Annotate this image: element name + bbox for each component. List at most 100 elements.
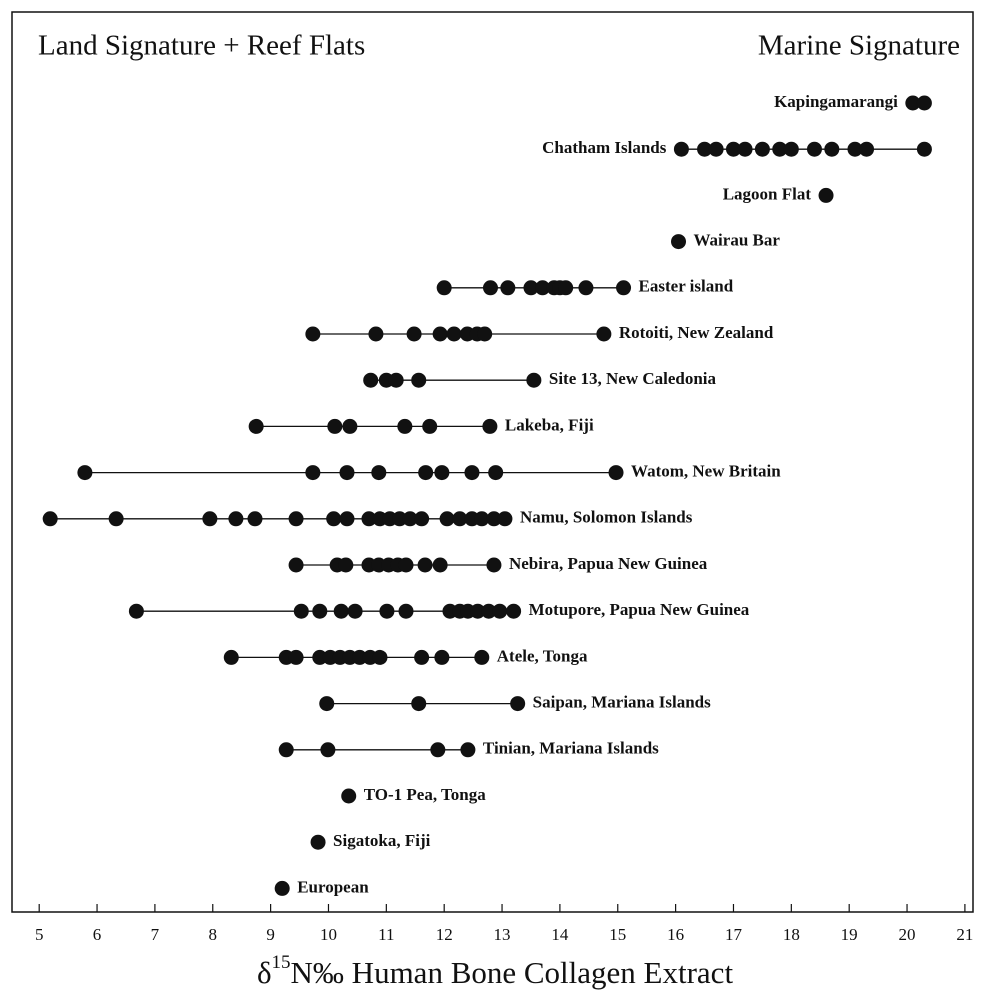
x-tick-label: 17 [725, 925, 743, 944]
dot [202, 511, 218, 527]
x-tick-label: 8 [209, 925, 218, 944]
dot [806, 141, 822, 157]
x-label-part: N‰ Human Bone Collagen Extract [291, 955, 734, 990]
dot [223, 649, 239, 665]
dot [341, 788, 357, 804]
dot [406, 326, 422, 342]
dot [470, 603, 486, 619]
x-tick-label: 9 [266, 925, 275, 944]
x-tick-label: 12 [436, 925, 453, 944]
dot [320, 742, 336, 758]
dot [474, 511, 490, 527]
plot-frame [11, 11, 974, 913]
dot [42, 511, 58, 527]
dot [326, 511, 342, 527]
dot [402, 511, 418, 527]
dot [737, 141, 753, 157]
dot [361, 511, 377, 527]
dot [398, 603, 414, 619]
dot [288, 649, 304, 665]
x-tick-label: 10 [320, 925, 337, 944]
dot [464, 465, 480, 481]
dot [754, 141, 770, 157]
dot [596, 326, 612, 342]
dot [432, 326, 448, 342]
x-tick-label: 18 [783, 925, 800, 944]
dot [772, 141, 788, 157]
dot [434, 649, 450, 665]
dot [486, 557, 502, 573]
dot [446, 326, 462, 342]
dot [392, 511, 408, 527]
dot [247, 511, 263, 527]
x-label-superscript: 15 [272, 952, 291, 973]
dot [905, 95, 921, 111]
dot [578, 280, 594, 296]
dot [305, 465, 321, 481]
dot [523, 280, 539, 296]
dot [558, 280, 574, 296]
dot [417, 557, 433, 573]
dot [338, 557, 354, 573]
dot [339, 465, 355, 481]
dot [460, 742, 476, 758]
dot [288, 511, 304, 527]
dot [916, 141, 932, 157]
dot [859, 141, 875, 157]
dot [310, 834, 326, 850]
dot [452, 511, 468, 527]
x-tick-label: 11 [378, 925, 394, 944]
dot [288, 557, 304, 573]
dot [352, 649, 368, 665]
x-tick-label: 15 [609, 925, 626, 944]
dot [482, 280, 498, 296]
dot [535, 280, 551, 296]
dot [824, 141, 840, 157]
dot [818, 187, 834, 203]
dot [510, 696, 526, 712]
dot [708, 141, 724, 157]
dot [474, 649, 490, 665]
x-tick-label: 7 [151, 925, 160, 944]
x-tick-label: 20 [899, 925, 916, 944]
dot [497, 511, 513, 527]
dot [388, 372, 404, 388]
x-tick-label: 5 [35, 925, 44, 944]
dot [506, 603, 522, 619]
row-label: Lagoon Flat [723, 184, 812, 203]
row-label: Rotoiti, New Zealand [619, 323, 774, 342]
row-label: Namu, Solomon Islands [520, 508, 693, 527]
dot [430, 742, 446, 758]
dot [725, 141, 741, 157]
row-label: Watom, New Britain [631, 462, 781, 481]
dot [414, 511, 430, 527]
row-label: TO-1 Pea, Tonga [364, 785, 487, 804]
x-axis-label: δ15N‰ Human Bone Collagen Extract [257, 952, 734, 990]
row-label: Nebira, Papua New Guinea [509, 554, 708, 573]
dot [371, 465, 387, 481]
corner-left-label: Land Signature + Reef Flats [38, 30, 365, 62]
corner-right-label: Marine Signature [758, 30, 960, 62]
dot [414, 649, 430, 665]
dot [248, 418, 264, 434]
dot [363, 372, 379, 388]
dot [379, 603, 395, 619]
dot [526, 372, 542, 388]
dot [274, 880, 290, 896]
dot [411, 372, 427, 388]
x-tick-label: 19 [841, 925, 858, 944]
dot [916, 95, 932, 111]
dot [293, 603, 309, 619]
x-tick-label: 14 [551, 925, 569, 944]
dot [418, 465, 434, 481]
row-label: Motupore, Papua New Guinea [529, 600, 750, 619]
dot [671, 234, 687, 250]
row-label: Easter island [639, 277, 734, 296]
dot [422, 418, 438, 434]
dot [492, 603, 508, 619]
row-label: Saipan, Mariana Islands [533, 693, 711, 712]
dot [488, 465, 504, 481]
dot [312, 649, 328, 665]
dot [77, 465, 93, 481]
